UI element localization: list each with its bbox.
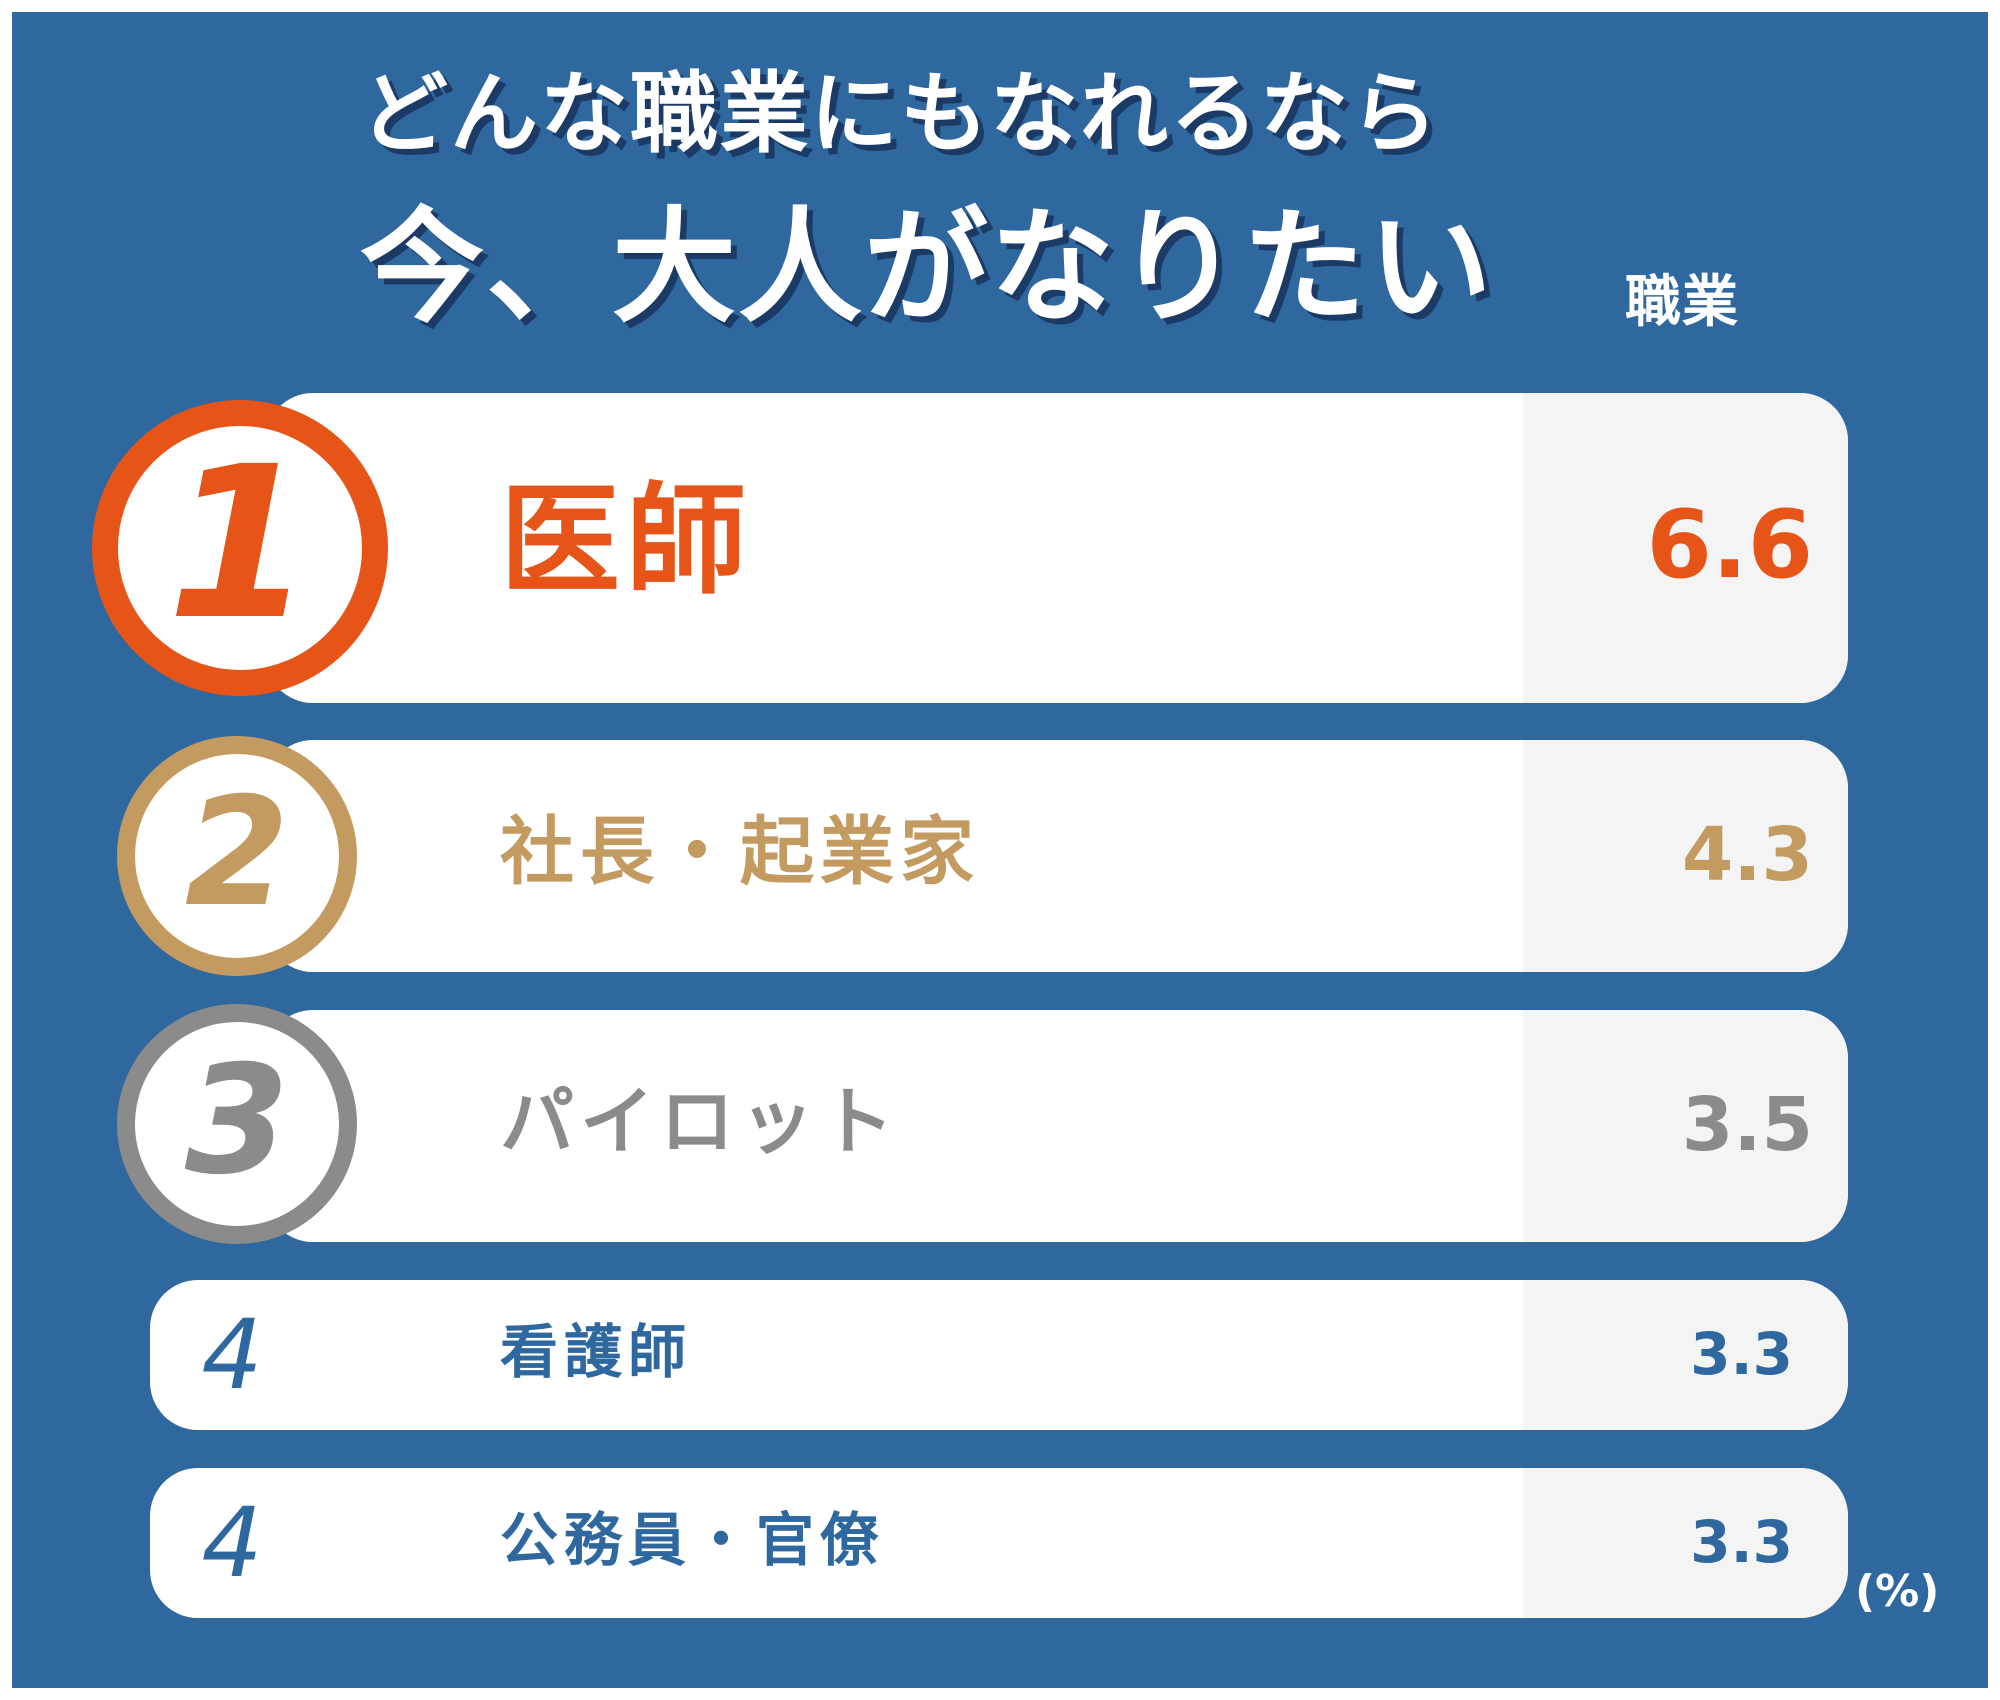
ranking-row <box>150 1280 1848 1430</box>
value-cell <box>1523 393 1848 703</box>
job-label: 社長・起業家 <box>500 809 980 896</box>
rank-number: 4 <box>201 1487 263 1599</box>
ranking-row <box>150 1468 1848 1618</box>
value-label: 3.3 <box>1690 1319 1793 1388</box>
chart-title-line-1: どんな職業にもなれるなら <box>360 62 1441 165</box>
job-label: パイロット <box>500 1079 900 1166</box>
rank-number: 4 <box>201 1299 263 1411</box>
job-label: 看護師 <box>500 1318 693 1387</box>
value-cell <box>1523 740 1848 972</box>
unit-label: (%) <box>1855 1566 1940 1617</box>
job-label: 医師 <box>500 472 752 611</box>
value-label: 3.3 <box>1690 1507 1793 1576</box>
value-cell <box>1523 1280 1848 1430</box>
job-label: 公務員・官僚 <box>500 1506 885 1575</box>
value-label: 3.5 <box>1681 1081 1813 1168</box>
chart-title-suffix: 職業 <box>1625 270 1739 335</box>
rank-number: 1 <box>166 420 314 666</box>
value-cell <box>1523 1010 1848 1242</box>
rank-number: 2 <box>184 766 290 940</box>
value-label: 6.6 <box>1646 491 1813 601</box>
ranking-row <box>265 1010 1848 1242</box>
value-cell <box>1523 1468 1848 1618</box>
rank-number: 3 <box>184 1034 290 1208</box>
value-label: 4.3 <box>1681 811 1813 898</box>
ranking-row <box>265 740 1848 972</box>
ranking-row <box>265 393 1848 703</box>
chart-title-line-2: 今、大人がなりたい <box>360 196 1495 340</box>
